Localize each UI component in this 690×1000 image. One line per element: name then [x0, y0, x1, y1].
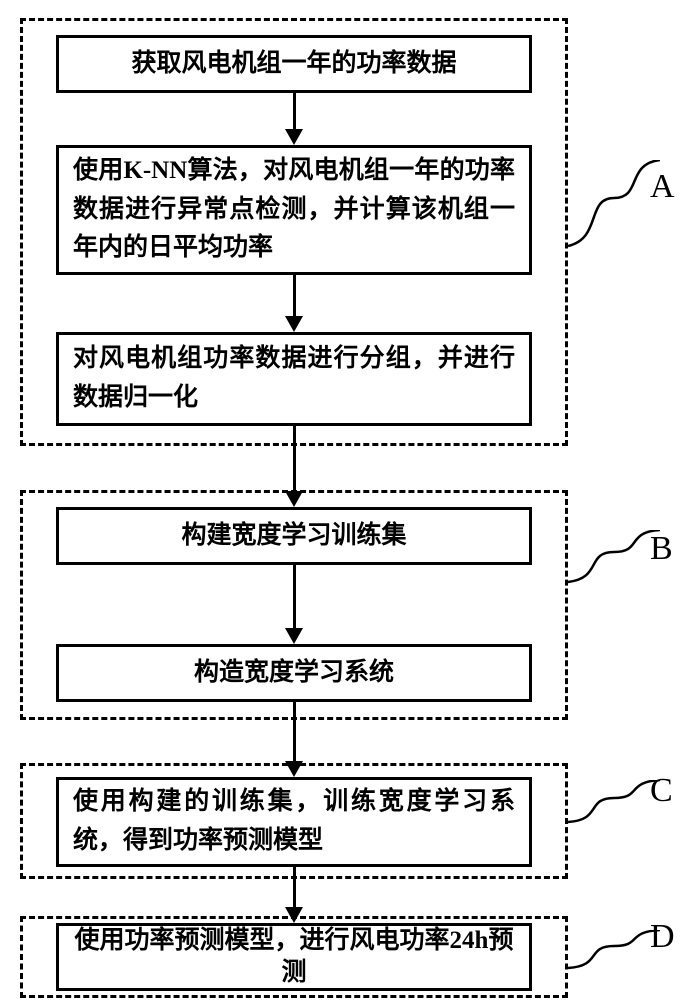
box-a1: 获取风电机组一年的功率数据: [56, 35, 532, 93]
curve-d: [568, 930, 660, 970]
box-a3: 对风电机组功率数据进行分组，并进行数据归一化: [56, 332, 532, 426]
box-c1: 使用构建的训练集，训练宽度学习系统，得到功率预测模型: [56, 777, 532, 867]
arrow-b1-b2: [293, 565, 296, 628]
arrow-a1-a2: [293, 93, 296, 129]
arrow-c1-d1: [293, 867, 296, 907]
curve-a: [568, 160, 660, 250]
arrow-head-a3-b1: [285, 491, 303, 507]
label-b: B: [650, 530, 673, 568]
label-a: A: [650, 168, 675, 206]
arrow-head-a2-a3: [285, 316, 303, 332]
box-c1-text: 使用构建的训练集，训练宽度学习系统，得到功率预测模型: [73, 783, 515, 861]
box-b1: 构建宽度学习训练集: [56, 507, 532, 565]
arrow-head-b1-b2: [285, 628, 303, 644]
arrow-head-a1-a2: [285, 129, 303, 145]
curve-b: [568, 530, 660, 585]
arrow-a2-a3: [293, 275, 296, 316]
label-c: C: [650, 772, 673, 810]
box-a1-text: 获取风电机组一年的功率数据: [73, 45, 515, 84]
box-a2: 使用K-NN算法，对风电机组一年的功率数据进行异常点检测，并计算该机组一年内的日…: [56, 145, 532, 275]
box-a2-text: 使用K-NN算法，对风电机组一年的功率数据进行异常点检测，并计算该机组一年内的日…: [73, 152, 515, 268]
flowchart-canvas: 获取风电机组一年的功率数据 使用K-NN算法，对风电机组一年的功率数据进行异常点…: [0, 0, 690, 1000]
curve-c: [568, 780, 660, 824]
box-b2-text: 构造宽度学习系统: [73, 654, 515, 693]
box-b2: 构造宽度学习系统: [56, 644, 532, 702]
label-d: D: [650, 918, 675, 956]
box-a3-text: 对风电机组功率数据进行分组，并进行数据归一化: [73, 340, 515, 418]
box-b1-text: 构建宽度学习训练集: [73, 517, 515, 556]
arrow-head-b2-c1: [285, 761, 303, 777]
arrow-head-c1-d1: [285, 907, 303, 923]
box-d1: 使用功率预测模型，进行风电功率24h预测: [56, 923, 532, 991]
box-d1-text: 使用功率预测模型，进行风电功率24h预测: [73, 925, 515, 990]
arrow-b2-c1: [293, 702, 296, 761]
arrow-a3-b1: [293, 426, 296, 491]
